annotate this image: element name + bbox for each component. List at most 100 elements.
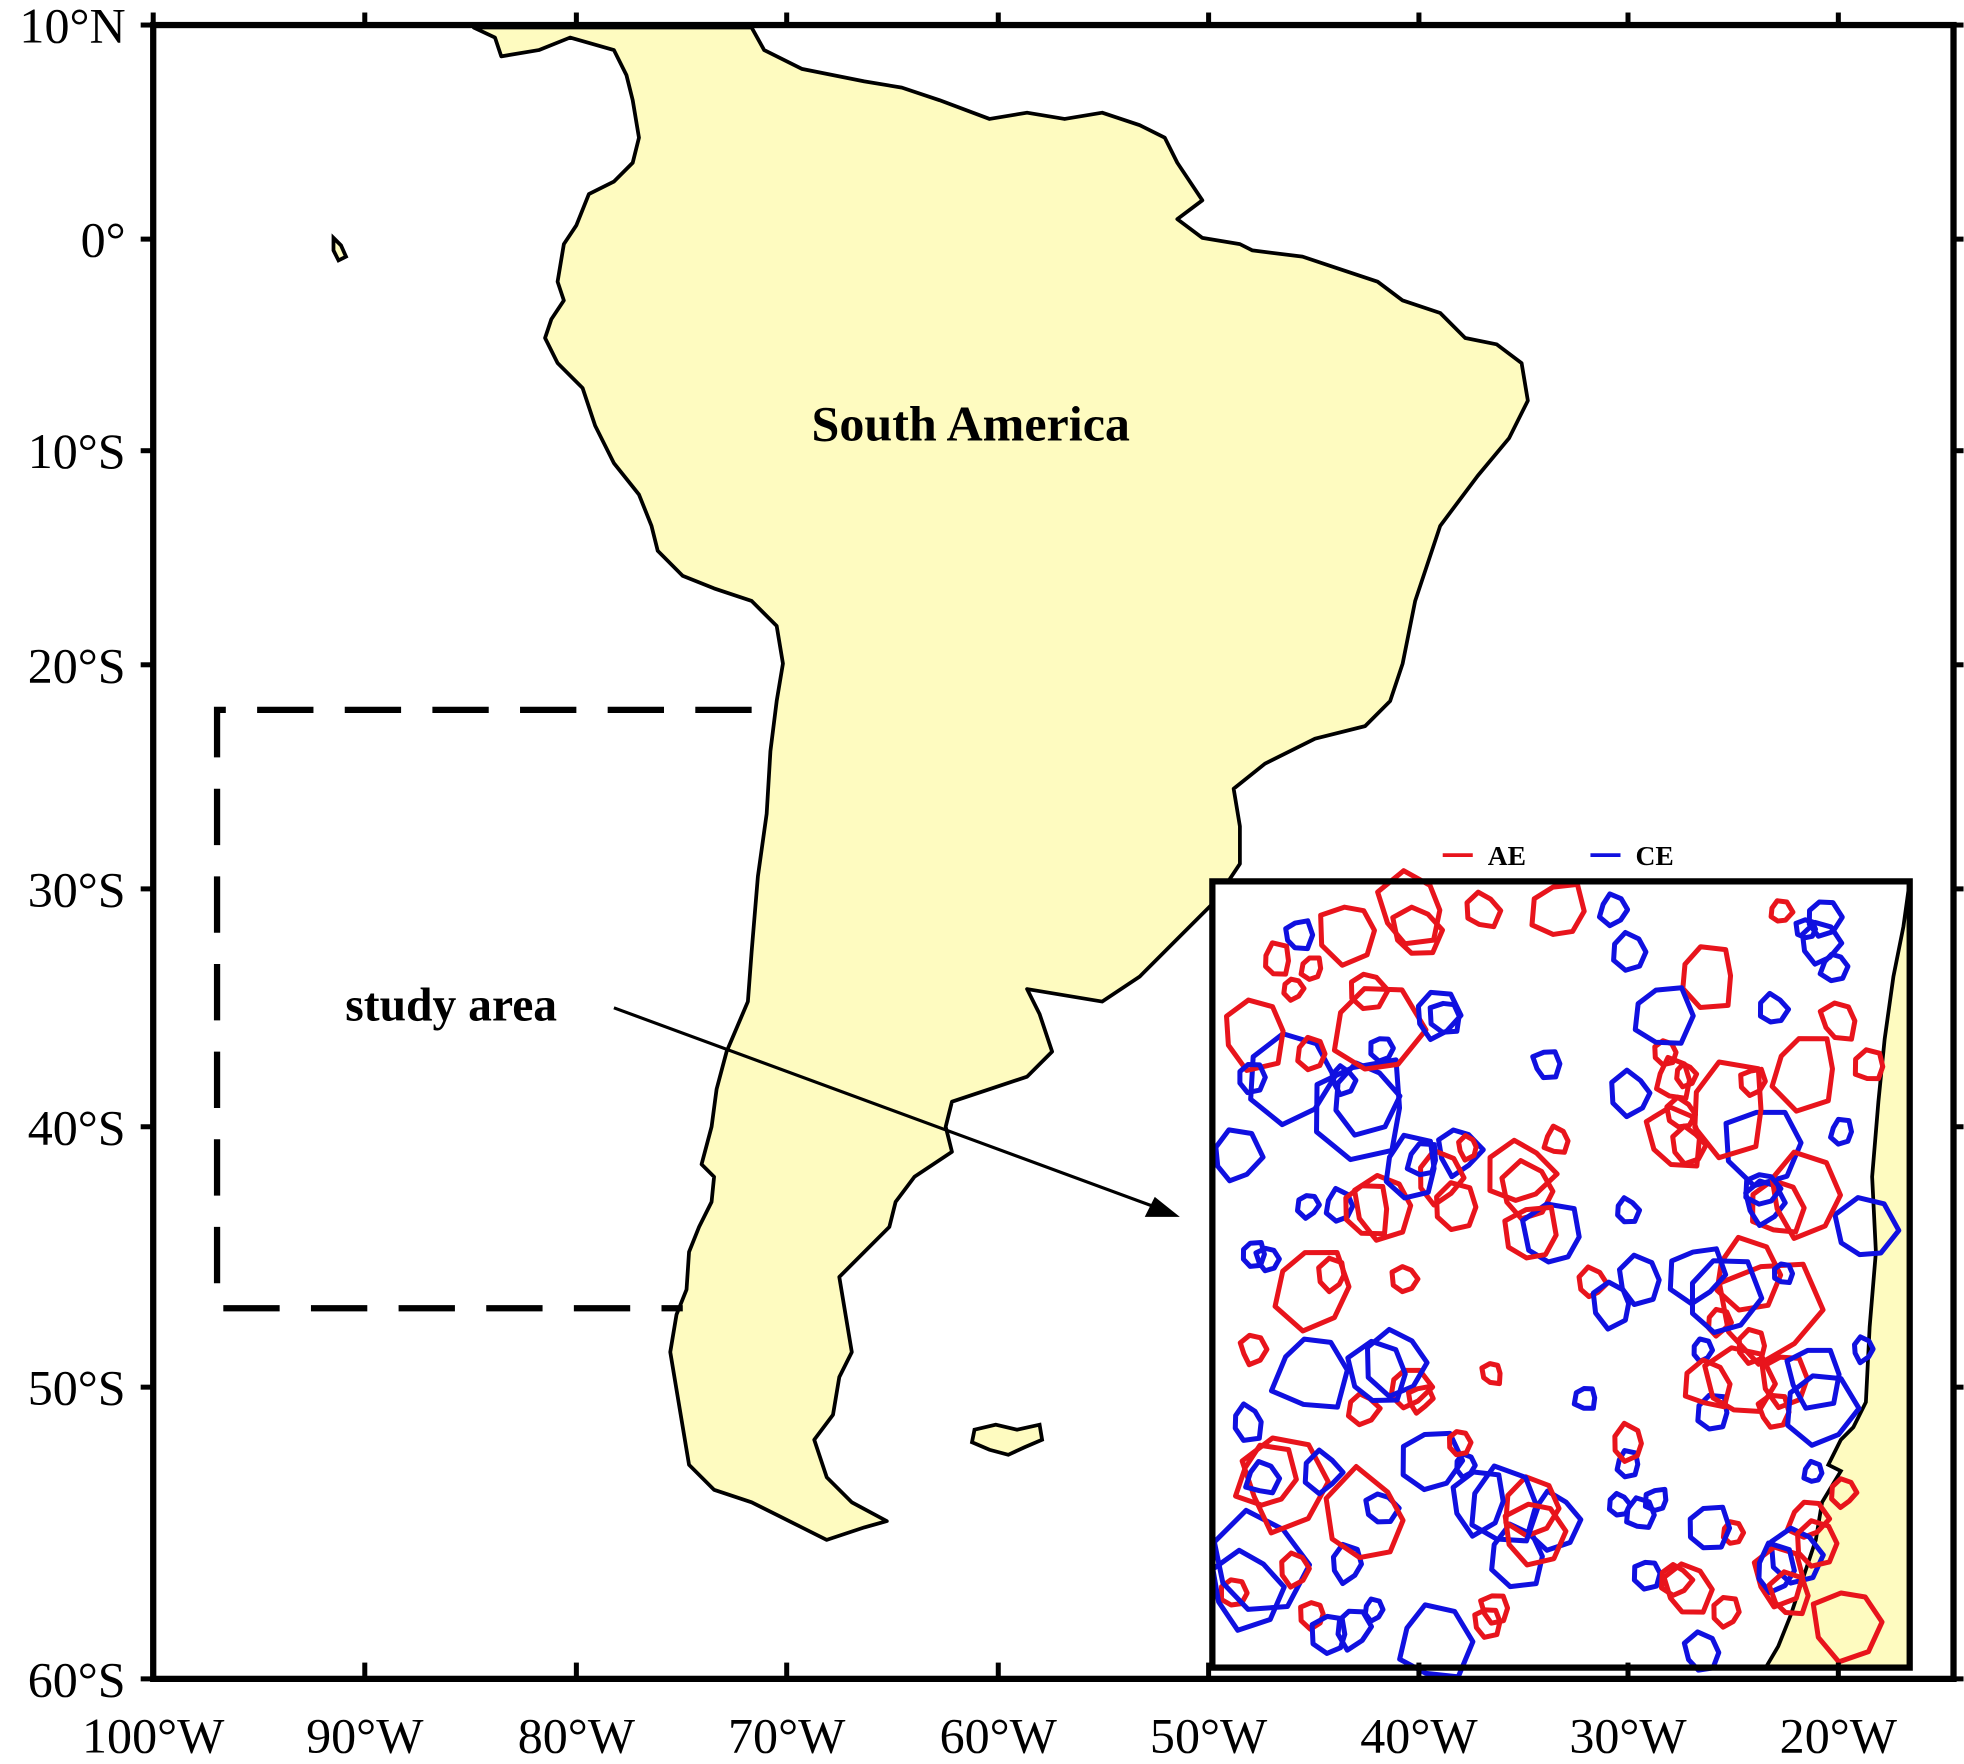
eddy	[1318, 904, 1377, 968]
eddy	[1400, 1430, 1466, 1493]
eddy	[1829, 1476, 1860, 1510]
eddy	[1330, 1541, 1364, 1587]
eddy	[1615, 1195, 1643, 1225]
galapagos	[331, 233, 349, 263]
y-tick-label: 10°N	[19, 0, 125, 54]
eddy	[1352, 1172, 1414, 1243]
eddy	[1418, 1148, 1467, 1208]
y-tick-label: 30°S	[28, 861, 126, 917]
legend-label: CE	[1636, 840, 1674, 871]
eddy	[1611, 929, 1649, 973]
eddy	[1606, 1490, 1633, 1518]
eddy	[1298, 955, 1324, 982]
x-tick-label: 30°W	[1569, 1708, 1687, 1764]
study-area-label: study area	[345, 979, 557, 1031]
eddy	[1348, 971, 1391, 1012]
eddy	[1771, 1261, 1796, 1286]
eddy	[1446, 1429, 1474, 1458]
eddy	[1828, 1116, 1854, 1147]
eddy	[1631, 1559, 1663, 1592]
x-tick-label: 70°W	[728, 1708, 846, 1764]
eddy	[1343, 1183, 1390, 1237]
eddy	[1415, 989, 1464, 1042]
eddy	[1769, 1036, 1835, 1114]
x-tick-label: 20°W	[1780, 1708, 1898, 1764]
eddy	[1363, 1491, 1402, 1525]
eddy	[1674, 1061, 1700, 1090]
eddy	[1237, 1062, 1268, 1096]
y-tick-label: 40°S	[28, 1099, 126, 1155]
eddy	[1817, 951, 1851, 984]
eddy	[1571, 1386, 1598, 1411]
eddy	[1233, 1442, 1299, 1508]
eddy	[1224, 997, 1286, 1073]
land	[471, 25, 1530, 1542]
eddy	[1368, 1036, 1396, 1064]
eddy	[1335, 1608, 1374, 1653]
eddy	[1390, 904, 1445, 956]
eddy	[1661, 1561, 1715, 1615]
eddy	[1616, 1252, 1662, 1308]
eddy	[1210, 1547, 1287, 1633]
legend-label: AE	[1488, 840, 1526, 871]
eddy	[1766, 1569, 1811, 1617]
eddy	[1469, 1463, 1541, 1544]
eddy	[1314, 1057, 1403, 1163]
eddy	[1316, 1255, 1347, 1295]
eddy	[1263, 940, 1291, 977]
eddy	[1723, 1109, 1804, 1189]
eddy	[1503, 1474, 1562, 1539]
eddy	[1795, 1518, 1840, 1569]
y-tick-label: 50°S	[28, 1360, 126, 1416]
arrow	[613, 1006, 1156, 1209]
y-tick-label: 20°S	[28, 637, 126, 693]
y-tick-label: 0°	[81, 212, 126, 268]
eddy	[1268, 1336, 1350, 1410]
eddy	[1667, 1246, 1729, 1307]
x-tick-label: 100°W	[82, 1708, 225, 1764]
eddy	[1520, 1201, 1582, 1265]
eddy	[1541, 1123, 1571, 1155]
eddies	[1210, 868, 1902, 1680]
eddy	[1272, 1249, 1352, 1334]
x-tick-label: 50°W	[1150, 1708, 1268, 1764]
eddy	[1464, 889, 1504, 930]
eddy	[1682, 1357, 1733, 1410]
arrowhead	[1144, 1196, 1180, 1217]
eddy	[1456, 1133, 1479, 1163]
eddy	[1680, 944, 1734, 1010]
legend: AE CE	[1442, 840, 1674, 871]
eddy	[1253, 1245, 1282, 1274]
region-label: South America	[812, 396, 1130, 452]
x-tick-label: 40°W	[1360, 1708, 1478, 1764]
eddy	[1237, 1332, 1270, 1368]
eddy	[1345, 1338, 1408, 1404]
inset-frame	[1209, 878, 1913, 1671]
eddy	[1450, 1469, 1506, 1539]
y-tick-label: 60°S	[28, 1651, 126, 1707]
eddy	[1642, 1486, 1669, 1513]
eddy	[1529, 881, 1587, 937]
eddy	[1487, 1137, 1560, 1203]
x-tick-label: 90°W	[306, 1708, 424, 1764]
eddy	[1281, 976, 1307, 1003]
eddy	[1590, 1279, 1632, 1332]
eddy	[1609, 1067, 1653, 1120]
eddy	[1702, 1345, 1778, 1414]
eddy	[1806, 899, 1845, 939]
eddy	[1784, 1347, 1842, 1411]
eddy	[1383, 1132, 1437, 1201]
eddy	[1664, 1094, 1698, 1130]
eddy	[1502, 1501, 1569, 1568]
eddy	[1692, 1059, 1764, 1161]
eddy	[1427, 1000, 1462, 1035]
map-frame	[150, 21, 1957, 1682]
eddy	[1596, 891, 1631, 929]
eddy	[1793, 917, 1819, 941]
eddy	[1711, 1594, 1742, 1630]
eddy	[1768, 898, 1796, 924]
eddy	[1479, 1361, 1503, 1387]
eddy	[1331, 986, 1429, 1072]
